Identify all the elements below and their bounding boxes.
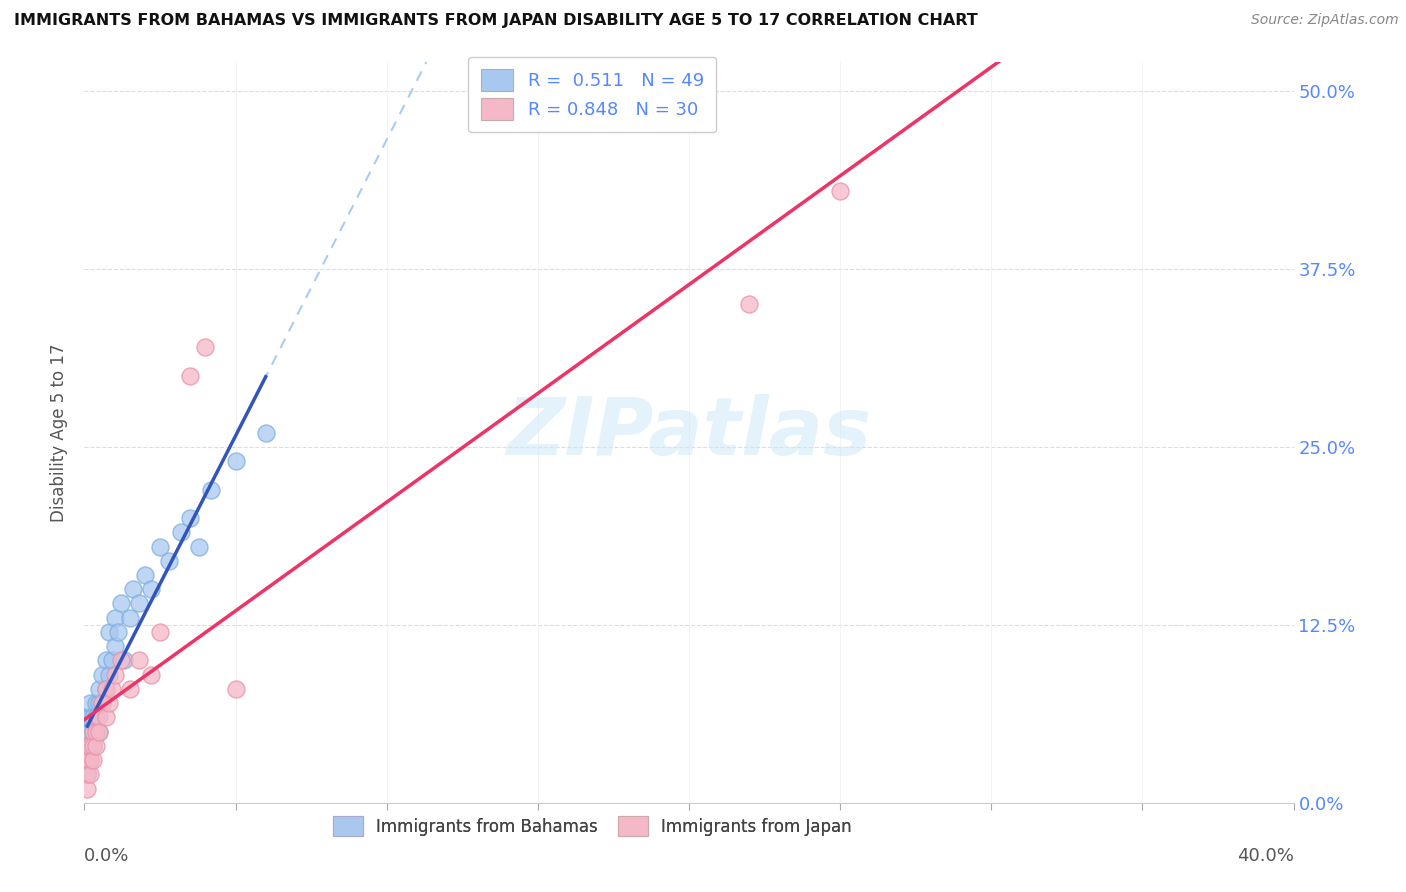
- Point: [94, 681, 117, 696]
- Y-axis label: Disability Age 5 to 17: Disability Age 5 to 17: [51, 343, 69, 522]
- Point: [79, 696, 101, 710]
- Text: 40.0%: 40.0%: [1237, 847, 1294, 865]
- Point: [76, 753, 98, 767]
- Point: [82, 739, 104, 753]
- Legend: Immigrants from Bahamas, Immigrants from Japan: Immigrants from Bahamas, Immigrants from…: [323, 806, 862, 847]
- Point: [97, 624, 120, 639]
- Point: [118, 681, 141, 696]
- Point: [104, 667, 127, 681]
- Point: [830, 184, 852, 198]
- Point: [86, 724, 108, 739]
- Point: [86, 724, 108, 739]
- Point: [179, 368, 201, 383]
- Point: [149, 540, 172, 554]
- Point: [76, 767, 98, 781]
- Point: [79, 753, 101, 767]
- Point: [76, 767, 98, 781]
- Point: [170, 525, 193, 540]
- Point: [79, 724, 101, 739]
- Point: [225, 681, 247, 696]
- Point: [79, 767, 101, 781]
- Point: [79, 739, 101, 753]
- Point: [134, 568, 156, 582]
- Point: [86, 739, 108, 753]
- Point: [82, 724, 104, 739]
- Text: ZIPatlas: ZIPatlas: [506, 393, 872, 472]
- Point: [128, 653, 150, 667]
- Point: [79, 753, 101, 767]
- Point: [149, 624, 172, 639]
- Point: [76, 739, 98, 753]
- Point: [107, 624, 129, 639]
- Point: [76, 781, 98, 796]
- Text: Source: ZipAtlas.com: Source: ZipAtlas.com: [1251, 13, 1399, 28]
- Point: [82, 710, 104, 724]
- Point: [139, 667, 162, 681]
- Point: [128, 597, 150, 611]
- Point: [97, 667, 120, 681]
- Text: 0.0%: 0.0%: [84, 847, 129, 865]
- Point: [76, 767, 98, 781]
- Point: [89, 724, 111, 739]
- Point: [91, 667, 114, 681]
- Point: [76, 710, 98, 724]
- Point: [97, 696, 120, 710]
- Point: [110, 597, 132, 611]
- Point: [82, 753, 104, 767]
- Point: [76, 724, 98, 739]
- Point: [89, 696, 111, 710]
- Point: [91, 696, 114, 710]
- Point: [76, 739, 98, 753]
- Point: [121, 582, 143, 597]
- Point: [104, 639, 127, 653]
- Point: [76, 753, 98, 767]
- Point: [79, 710, 101, 724]
- Point: [86, 696, 108, 710]
- Point: [200, 483, 222, 497]
- Point: [91, 696, 114, 710]
- Point: [86, 710, 108, 724]
- Point: [89, 681, 111, 696]
- Point: [157, 554, 180, 568]
- Point: [89, 724, 111, 739]
- Point: [118, 610, 141, 624]
- Point: [94, 653, 117, 667]
- Point: [76, 739, 98, 753]
- Point: [188, 540, 211, 554]
- Point: [738, 297, 761, 311]
- Point: [194, 340, 217, 354]
- Point: [76, 739, 98, 753]
- Point: [110, 653, 132, 667]
- Point: [100, 653, 122, 667]
- Point: [225, 454, 247, 468]
- Point: [112, 653, 135, 667]
- Text: IMMIGRANTS FROM BAHAMAS VS IMMIGRANTS FROM JAPAN DISABILITY AGE 5 TO 17 CORRELAT: IMMIGRANTS FROM BAHAMAS VS IMMIGRANTS FR…: [14, 13, 977, 29]
- Point: [82, 739, 104, 753]
- Point: [76, 753, 98, 767]
- Point: [89, 710, 111, 724]
- Point: [100, 681, 122, 696]
- Point: [139, 582, 162, 597]
- Point: [94, 710, 117, 724]
- Point: [104, 610, 127, 624]
- Point: [179, 511, 201, 525]
- Point: [82, 724, 104, 739]
- Point: [76, 724, 98, 739]
- Point: [254, 425, 277, 440]
- Point: [79, 739, 101, 753]
- Point: [94, 681, 117, 696]
